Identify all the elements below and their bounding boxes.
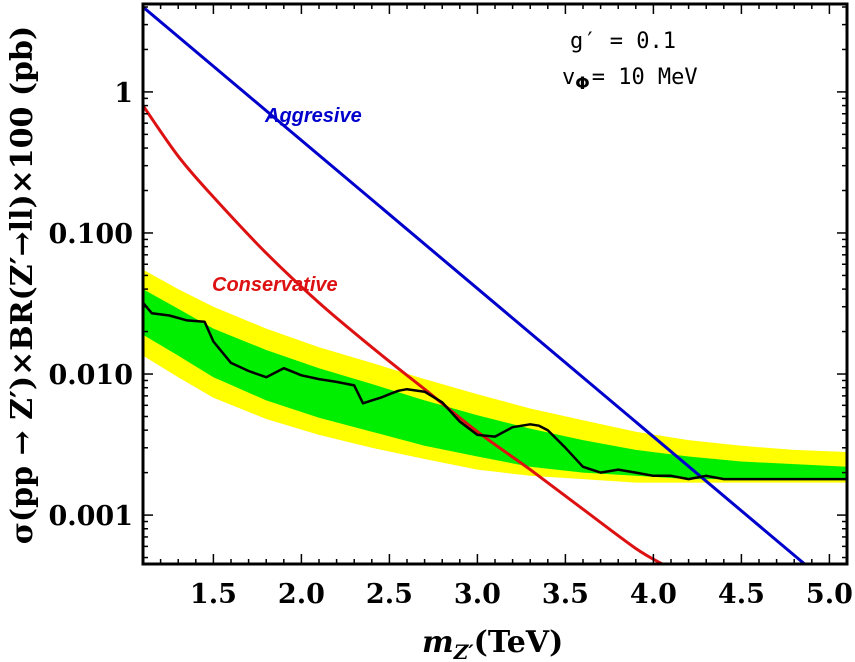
x-tick-label: 5.0 [806, 579, 853, 610]
y-tick-label: 0.100 [48, 219, 133, 250]
gprime-annotation: g′ = 0.1 [570, 29, 676, 54]
vphi-symbol: v [562, 65, 575, 90]
vphi-annotation: vΦ= 10 MeV [562, 65, 698, 94]
x-axis-title-sub: Z′ [453, 640, 475, 662]
conservative-label: Conservative [212, 274, 338, 296]
x-tick-label: 1.5 [190, 579, 237, 610]
y-tick-label: 0.010 [48, 360, 133, 391]
x-axis-title-unit: (TeV) [474, 625, 564, 660]
y-tick-label: 0.001 [48, 501, 133, 532]
band-expected-2sigma [143, 269, 847, 483]
y-tick-label: 1 [114, 78, 133, 109]
x-axis-title: mZ′(TeV) [422, 625, 563, 662]
aggresive-label: Aggresive [264, 105, 362, 127]
x-tick-label: 2.0 [278, 579, 325, 610]
aggresive-line [143, 5, 807, 564]
x-tick-label: 4.5 [718, 579, 765, 610]
vphi-subscript: Φ [575, 74, 589, 94]
x-tick-label: 2.5 [366, 579, 413, 610]
x-axis-title-main: m [422, 625, 454, 660]
conservative-line [143, 104, 663, 564]
x-tick-label: 3.5 [542, 579, 589, 610]
x-tick-label: 3.0 [454, 579, 501, 610]
observed-limit-line [143, 301, 847, 481]
vphi-value: = 10 MeV [592, 65, 698, 90]
y-axis-title: σ(pp → Z′)×BR(Z′→ll)×100 (pb) [5, 26, 40, 544]
x-tick-label: 4.0 [630, 579, 677, 610]
band-expected-1sigma [143, 289, 847, 480]
